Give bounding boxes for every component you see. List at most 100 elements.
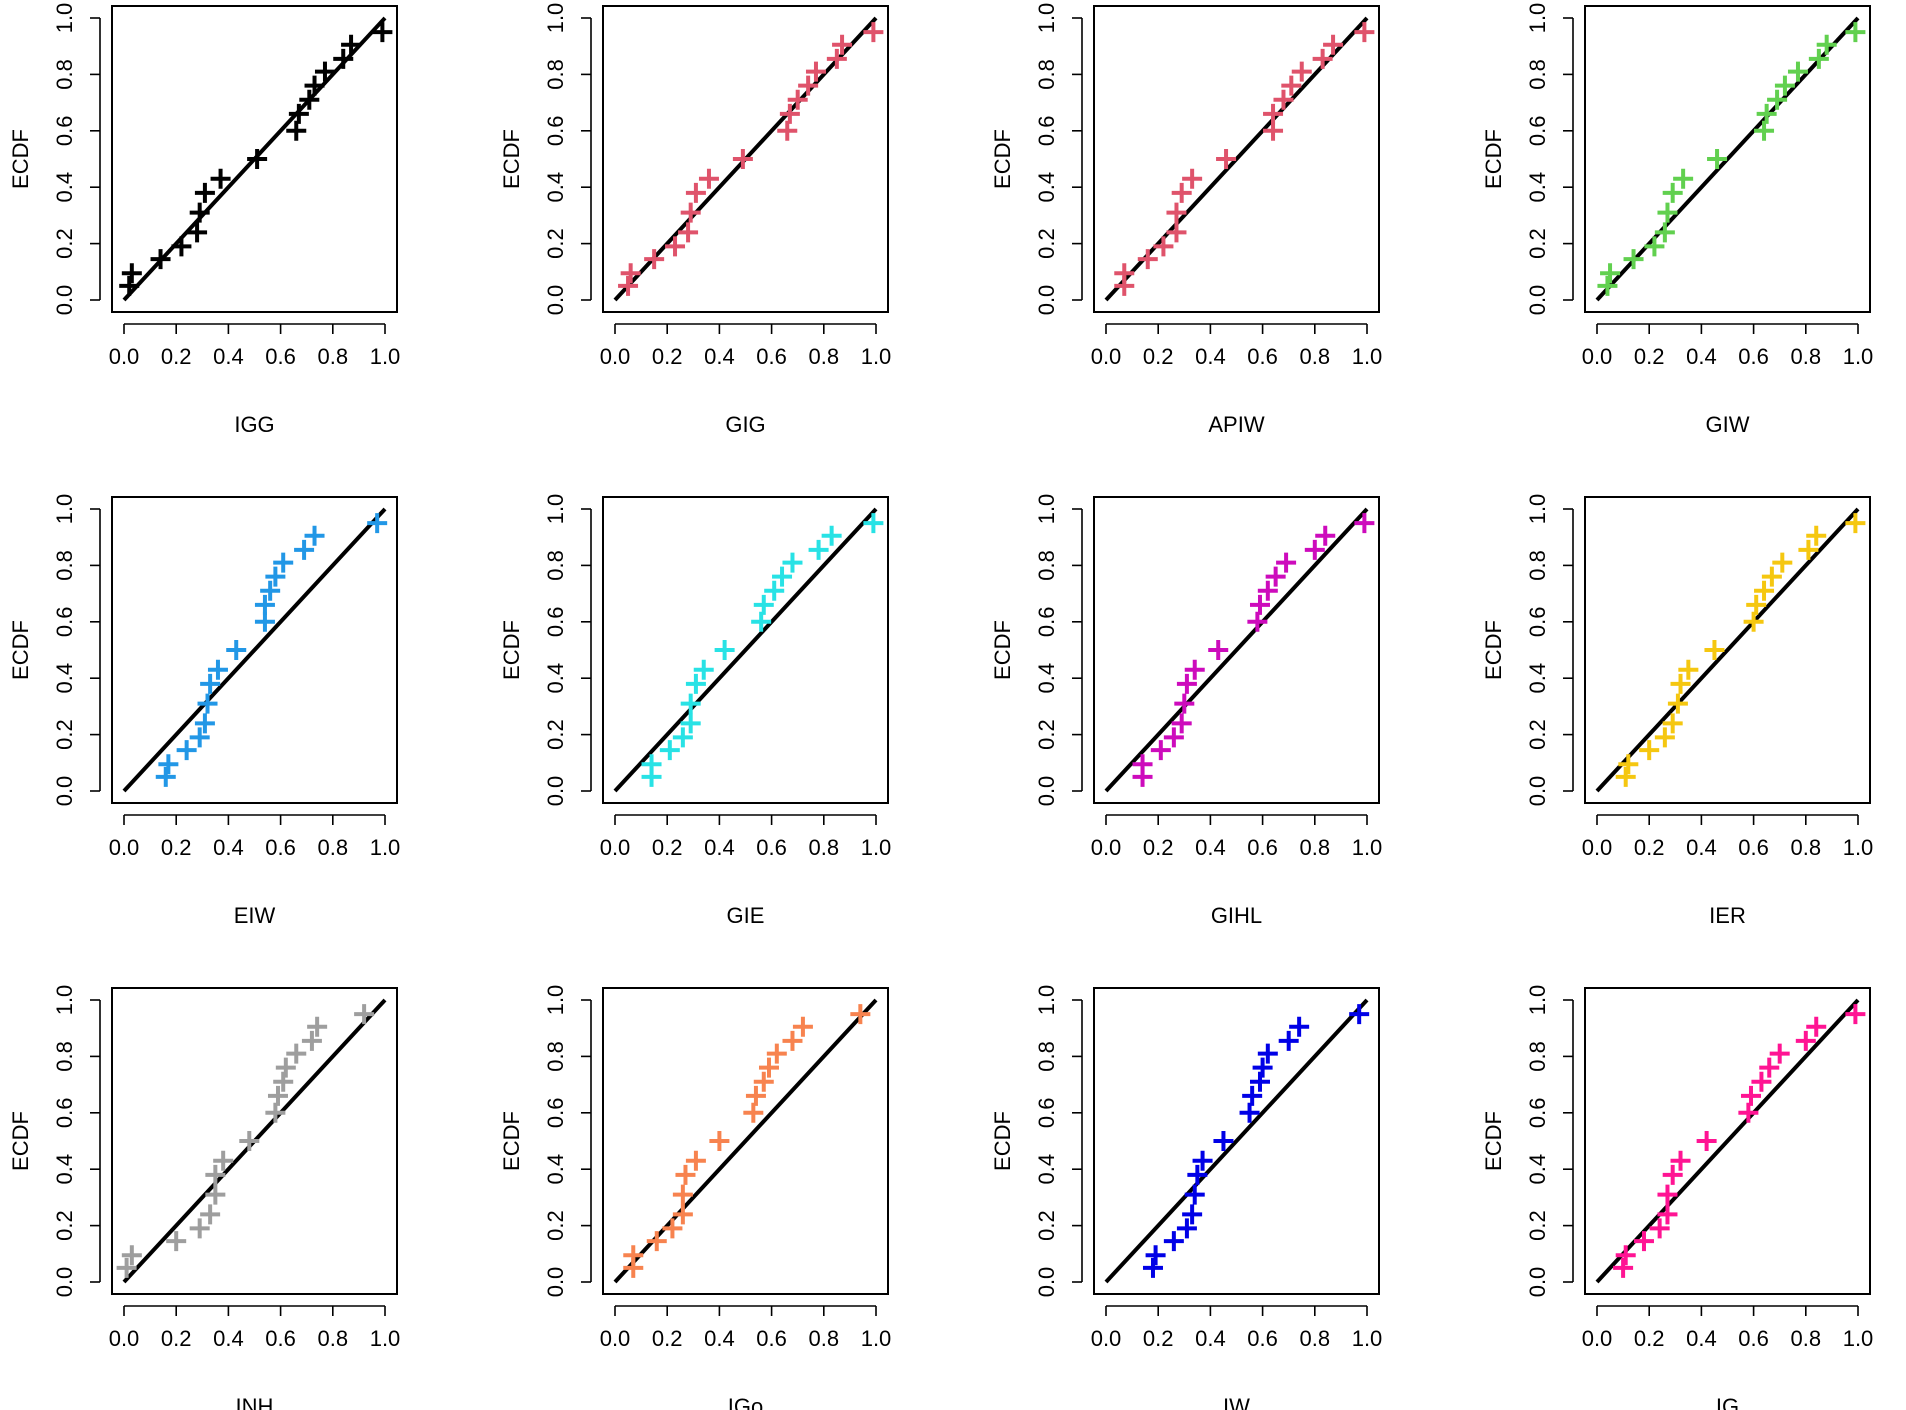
x-tick-label: 0.0	[109, 1326, 140, 1351]
data-point	[709, 1131, 730, 1151]
y-tick-label: 0.0	[52, 285, 77, 316]
data-point	[1845, 22, 1866, 43]
plot-frame	[1093, 496, 1380, 804]
data-point	[171, 236, 192, 257]
data-point	[678, 222, 699, 243]
x-tick-label: 0.4	[704, 1326, 735, 1351]
data-point	[1132, 754, 1153, 775]
data-point	[155, 766, 176, 787]
data-point	[1623, 249, 1644, 270]
y-axis-title: ECDF	[990, 129, 1015, 189]
x-tick-label: 0.2	[1634, 344, 1665, 369]
data-points	[1615, 513, 1866, 787]
x-axis: 0.0 0.2 0.4 0.6 0.8 1.0	[109, 1305, 400, 1351]
x-axis-title: IG	[1716, 1394, 1739, 1410]
y-tick-label: 0.2	[1525, 1210, 1550, 1241]
data-point	[1142, 1257, 1163, 1278]
x-tick-label: 0.6	[756, 1326, 787, 1351]
x-tick-label: 1.0	[1352, 1326, 1383, 1351]
data-point	[1163, 1231, 1184, 1252]
data-point	[1349, 1004, 1370, 1025]
data-point	[1654, 222, 1675, 243]
y-tick-label: 0.6	[52, 116, 77, 147]
panel-iw: 0.0 0.2 0.4 0.6 0.8 1.0 0.0 0.2 0.4 0.6 0.8 1.0 IW EC…	[990, 985, 1382, 1410]
y-tick-label: 0.2	[52, 1210, 77, 1241]
data-point	[1808, 48, 1829, 69]
y-tick-label: 1.0	[52, 985, 77, 1016]
data-point	[787, 89, 808, 110]
y-axis: 0.0 0.2 0.4 0.6 0.8 1.0	[1525, 3, 1574, 315]
data-point	[1291, 61, 1312, 82]
data-point	[1806, 525, 1827, 546]
data-points	[116, 1004, 375, 1278]
x-tick-label: 0.0	[1582, 1326, 1613, 1351]
data-point	[247, 149, 268, 169]
data-point	[1740, 1085, 1761, 1106]
x-tick-label: 0.6	[1738, 344, 1769, 369]
plot-frame	[1584, 987, 1871, 1295]
data-point	[254, 611, 275, 632]
data-point	[197, 693, 218, 714]
x-tick-label: 0.6	[265, 1326, 296, 1351]
reference-line	[613, 507, 878, 793]
data-point	[1759, 1057, 1780, 1078]
data-point	[1761, 566, 1782, 587]
x-tick-label: 0.0	[1582, 344, 1613, 369]
y-tick-label: 0.2	[1034, 228, 1059, 259]
data-point	[798, 75, 819, 96]
x-tick-label: 0.4	[213, 1326, 244, 1351]
data-points	[1597, 22, 1866, 296]
data-point	[1657, 202, 1678, 223]
data-point	[623, 1245, 644, 1266]
y-axis-title: ECDF	[499, 1111, 524, 1171]
data-point	[288, 103, 309, 124]
data-point	[1208, 640, 1229, 660]
x-tick-label: 0.6	[756, 835, 787, 860]
data-point	[205, 1184, 226, 1205]
data-point	[265, 566, 286, 587]
data-point	[1806, 1016, 1827, 1037]
y-tick-label: 0.0	[52, 776, 77, 807]
reference-line	[1595, 507, 1860, 793]
y-axis-title: ECDF	[499, 620, 524, 680]
x-tick-label: 0.4	[213, 835, 244, 860]
y-axis: 0.0 0.2 0.4 0.6 0.8 1.0	[52, 3, 101, 316]
data-point	[1278, 1030, 1299, 1051]
data-point	[158, 754, 179, 775]
x-axis: 0.0 0.2 0.4 0.6 0.8 1.0	[109, 814, 400, 860]
data-point	[1252, 1057, 1273, 1078]
data-point	[307, 1016, 328, 1037]
data-point	[782, 1030, 803, 1051]
data-point	[1263, 120, 1284, 141]
data-point	[275, 1057, 296, 1078]
data-point	[646, 1231, 667, 1252]
data-point	[685, 673, 706, 694]
data-point	[286, 120, 307, 141]
x-tick-label: 0.8	[318, 835, 349, 860]
data-point	[1615, 1245, 1636, 1266]
data-point	[119, 275, 140, 296]
data-point	[1184, 1184, 1205, 1205]
data-point	[207, 659, 228, 680]
data-point	[680, 693, 701, 714]
x-tick-label: 0.0	[600, 344, 631, 369]
data-point	[1662, 713, 1683, 734]
data-point	[1746, 594, 1767, 615]
panel-ier: 0.0 0.2 0.4 0.6 0.8 1.0 0.0 0.2 0.4 0.6 0.8 1.0 IER E…	[1481, 494, 1873, 928]
x-tick-label: 0.4	[1195, 344, 1226, 369]
data-point	[620, 263, 641, 284]
data-point	[1187, 1164, 1208, 1185]
data-point	[1597, 275, 1618, 296]
reference-line	[1104, 507, 1369, 793]
y-tick-label: 1.0	[1525, 494, 1550, 525]
plot-frame	[602, 496, 889, 804]
x-tick-label: 0.6	[1247, 835, 1278, 860]
data-point	[1281, 75, 1302, 96]
x-tick-label: 0.0	[1091, 1326, 1122, 1351]
y-axis: 0.0 0.2 0.4 0.6 0.8 1.0	[543, 494, 592, 806]
data-point	[1644, 236, 1665, 257]
y-tick-label: 0.0	[543, 1267, 568, 1298]
x-axis-title: GIHL	[1211, 903, 1262, 928]
plot-frame	[111, 5, 398, 313]
x-tick-label: 0.6	[1738, 1326, 1769, 1351]
